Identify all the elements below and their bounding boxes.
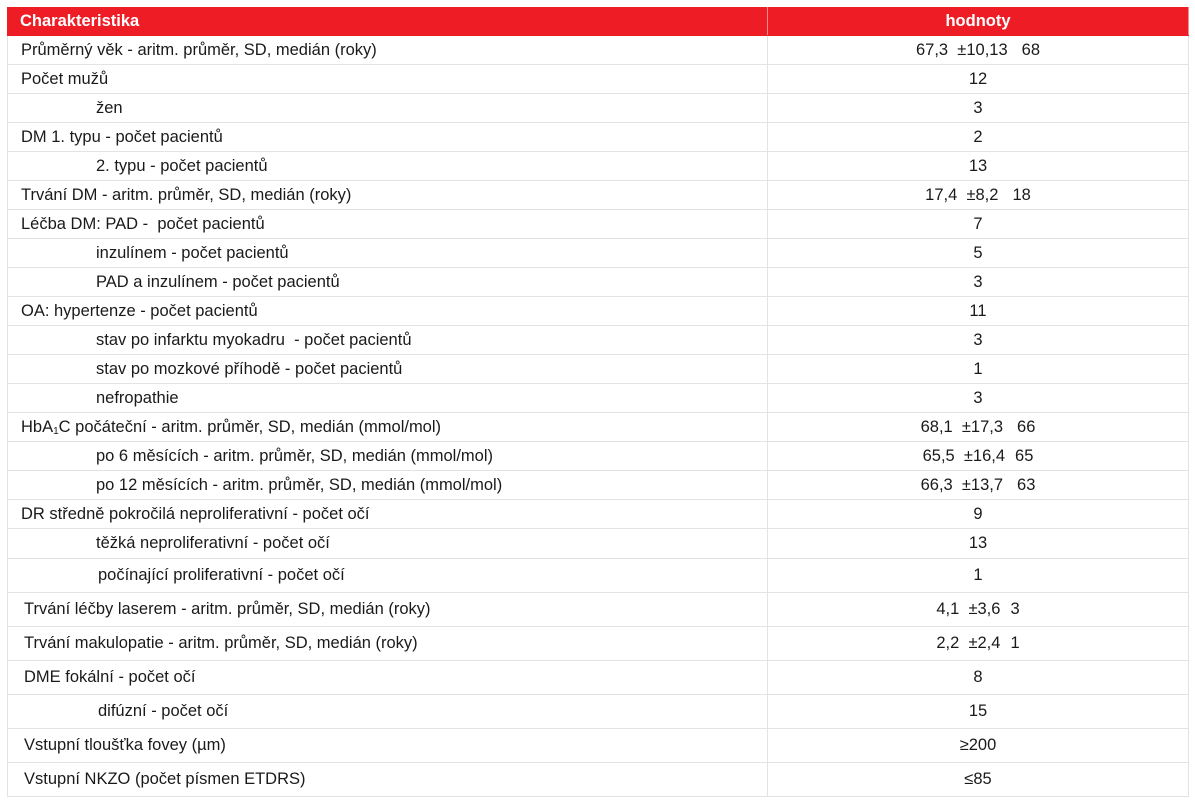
row-median: 66	[1017, 417, 1036, 436]
table-row: Průměrný věk - aritm. průměr, SD, medián…	[7, 35, 1189, 65]
table-row: 2. typu - počet pacientů 13	[7, 151, 1189, 181]
table-row: stav po infarktu myokadru - počet pacien…	[7, 325, 1189, 355]
row-value: 8	[767, 660, 1189, 695]
table-row: PAD a inzulínem - počet pacientů 3	[7, 267, 1189, 297]
row-value-cell: 65,5 ±16,4 65	[767, 441, 1189, 471]
row-label: DME fokální - počet očí	[7, 660, 768, 695]
row-label: Trvání léčby laserem - aritm. průměr, SD…	[7, 592, 768, 627]
row-value-cell: 67,3 ±10,13 68	[767, 35, 1189, 65]
table-row: HbA1C počáteční - aritm. průměr, SD, med…	[7, 412, 1189, 442]
row-value: 13	[767, 528, 1189, 559]
table-row: inzulínem - počet pacientů 5	[7, 238, 1189, 268]
row-label: Vstupní NKZO (počet písmen ETDRS)	[7, 762, 768, 797]
row-value: 7	[767, 209, 1189, 239]
row-value: ≤85	[767, 762, 1189, 797]
header-row: Charakteristika hodnoty	[7, 7, 1189, 36]
row-label: stav po infarktu myokadru - počet pacien…	[7, 325, 768, 355]
label-rest: C počáteční - aritm. průměr, SD, medián …	[58, 417, 442, 436]
row-value: 5	[767, 238, 1189, 268]
table-row: Počet mužů 12	[7, 64, 1189, 94]
table-row: OA: hypertenze - počet pacientů 11	[7, 296, 1189, 326]
row-value: 13	[767, 151, 1189, 181]
table-row: počínající proliferativní - počet očí 1	[7, 558, 1189, 593]
table-row: žen 3	[7, 93, 1189, 123]
table-row: nefropathie 3	[7, 383, 1189, 413]
row-median: 68	[1021, 40, 1040, 59]
header-characteristics: Charakteristika	[7, 7, 768, 36]
table-row: DME fokální - počet očí 8	[7, 660, 1189, 695]
table-row: po 12 měsících - aritm. průměr, SD, medi…	[7, 470, 1189, 500]
row-value: 4,1 ±3,6	[936, 600, 1001, 618]
row-label: žen	[7, 93, 768, 123]
row-value: 3	[767, 267, 1189, 297]
table-row: DM 1. typu - počet pacientů 2	[7, 122, 1189, 152]
row-label: stav po mozkové příhodě - počet pacientů	[7, 354, 768, 384]
table-row: Trvání DM - aritm. průměr, SD, medián (r…	[7, 180, 1189, 210]
table-row: Vstupní tloušťka fovey (µm) ≥200	[7, 728, 1189, 763]
label-hba: HbA	[21, 417, 54, 436]
row-value: 68,1 ±17,3	[920, 417, 1004, 436]
table-row: Léčba DM: PAD - počet pacientů 7	[7, 209, 1189, 239]
row-label: 2. typu - počet pacientů	[7, 151, 768, 181]
row-value: 2,2 ±2,4	[936, 634, 1001, 652]
table-row: DR středně pokročilá neproliferativní - …	[7, 499, 1189, 529]
row-label: DR středně pokročilá neproliferativní - …	[7, 499, 768, 529]
row-value-cell: 66,3 ±13,7 63	[767, 470, 1189, 500]
row-label: inzulínem - počet pacientů	[7, 238, 768, 268]
row-median: 1	[1010, 634, 1020, 652]
row-value-cell: 4,1 ±3,6 3	[767, 592, 1189, 627]
row-value: ≥200	[767, 728, 1189, 763]
header-values: hodnoty	[767, 7, 1189, 36]
row-value: 3	[767, 325, 1189, 355]
row-value: 66,3 ±13,7	[920, 475, 1004, 494]
table-row: Vstupní NKZO (počet písmen ETDRS) ≤85	[7, 762, 1189, 797]
row-label: nefropathie	[7, 383, 768, 413]
row-label: Trvání makulopatie - aritm. průměr, SD, …	[7, 626, 768, 661]
row-median: 65	[1015, 446, 1034, 465]
row-value-cell: 2,2 ±2,4 1	[767, 626, 1189, 661]
row-label: DM 1. typu - počet pacientů	[7, 122, 768, 152]
row-label: HbA1C počáteční - aritm. průměr, SD, med…	[7, 412, 768, 442]
row-label: po 12 měsících - aritm. průměr, SD, medi…	[7, 470, 768, 500]
table-row: Trvání makulopatie - aritm. průměr, SD, …	[7, 626, 1189, 661]
row-label: těžká neproliferativní - počet očí	[7, 528, 768, 559]
table-row: Trvání léčby laserem - aritm. průměr, SD…	[7, 592, 1189, 627]
table-row: po 6 měsících - aritm. průměr, SD, mediá…	[7, 441, 1189, 471]
row-label: Průměrný věk - aritm. průměr, SD, medián…	[7, 35, 768, 65]
row-value: 9	[767, 499, 1189, 529]
row-median: 18	[1012, 185, 1031, 204]
row-value: 3	[767, 93, 1189, 123]
row-value: 1	[767, 558, 1189, 593]
table-row: těžká neproliferativní - počet očí 13	[7, 528, 1189, 559]
row-label: PAD a inzulínem - počet pacientů	[7, 267, 768, 297]
row-label: Léčba DM: PAD - počet pacientů	[7, 209, 768, 239]
row-label: OA: hypertenze - počet pacientů	[7, 296, 768, 326]
row-value: 1	[767, 354, 1189, 384]
row-value: 67,3 ±10,13	[916, 40, 1008, 59]
row-value: 65,5 ±16,4	[922, 446, 1006, 465]
table-row: difúzní - počet očí 15	[7, 694, 1189, 729]
row-label: difúzní - počet očí	[7, 694, 768, 729]
row-median: 3	[1010, 600, 1020, 618]
row-value-cell: 17,4 ±8,2 18	[767, 180, 1189, 210]
characteristics-table: Charakteristika hodnoty Průměrný věk - a…	[7, 7, 1189, 797]
row-value: 2	[767, 122, 1189, 152]
row-value: 3	[767, 383, 1189, 413]
row-median: 63	[1017, 475, 1036, 494]
row-value: 11	[767, 296, 1189, 326]
row-value: 12	[767, 64, 1189, 94]
row-value-cell: 68,1 ±17,3 66	[767, 412, 1189, 442]
row-label: počínající proliferativní - počet očí	[7, 558, 768, 593]
row-value: 15	[767, 694, 1189, 729]
row-label: Vstupní tloušťka fovey (µm)	[7, 728, 768, 763]
row-value: 17,4 ±8,2	[925, 185, 999, 204]
row-label: po 6 měsících - aritm. průměr, SD, mediá…	[7, 441, 768, 471]
label-subscript: 1	[53, 425, 59, 437]
table-row: stav po mozkové příhodě - počet pacientů…	[7, 354, 1189, 384]
row-label: Počet mužů	[7, 64, 768, 94]
row-label: Trvání DM - aritm. průměr, SD, medián (r…	[7, 180, 768, 210]
